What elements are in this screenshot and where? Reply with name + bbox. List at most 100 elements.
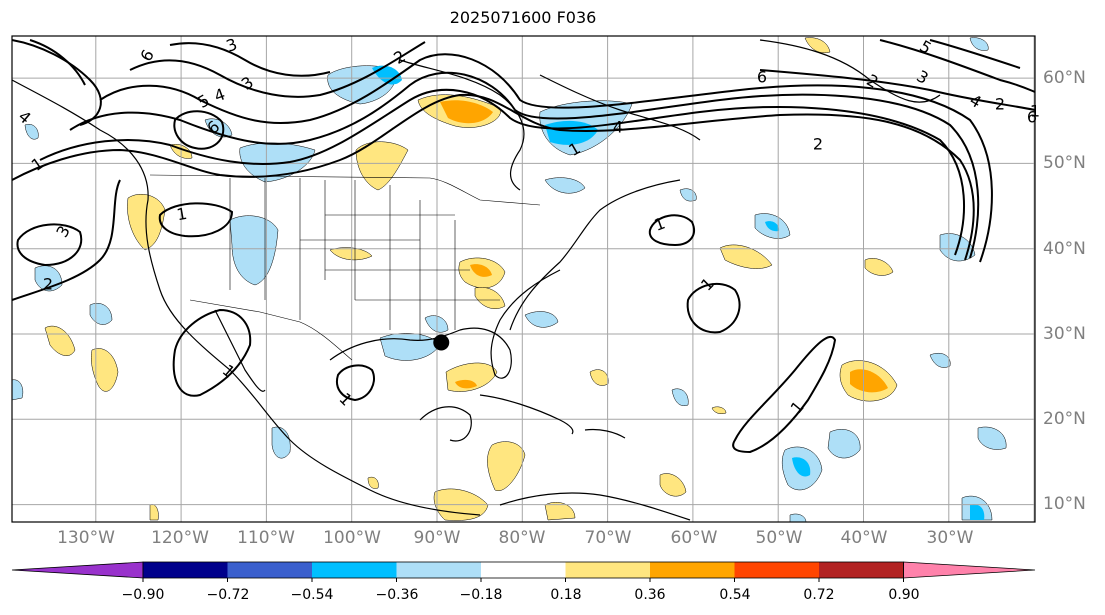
contour [732, 335, 837, 454]
colorbar-tick-label: −0.72 [206, 587, 250, 603]
colorbar-tick-label: 0.36 [634, 587, 666, 603]
gulf-of-california [214, 309, 266, 392]
negative-patch [524, 311, 559, 328]
positive-patch [804, 37, 831, 54]
positive-patch [711, 406, 727, 415]
negative-patch [544, 177, 586, 194]
contour-label: 2 [43, 275, 53, 294]
lon-label: 110°W [237, 528, 295, 548]
colorbar-box [396, 562, 481, 578]
contour [759, 69, 1036, 111]
contour [129, 41, 426, 98]
south-america-north [499, 492, 691, 521]
north-america-west-coast [11, 79, 481, 516]
colorbar-tick-label: −0.18 [459, 587, 503, 603]
negative-patch [11, 379, 24, 401]
positive-core [440, 100, 493, 124]
positive-patch [44, 325, 76, 356]
positive-patch [544, 502, 576, 521]
positive-core [470, 264, 492, 277]
positive-patch [355, 141, 409, 191]
negative-patch [827, 429, 861, 459]
contour-lines [11, 39, 1036, 454]
negative-patch [977, 426, 1007, 450]
lon-label: 50°W [755, 528, 803, 548]
yucatan [419, 406, 472, 442]
positive-patch [659, 473, 687, 497]
colorbar-tick-label: 0.18 [550, 587, 582, 603]
contour [336, 364, 375, 402]
lon-label: 40°W [840, 528, 888, 548]
lat-label: 10°N [1043, 494, 1086, 514]
lon-label: 120°W [151, 528, 209, 548]
us-canada-border [149, 174, 541, 206]
colorbar-tick-label: 0.90 [888, 587, 920, 603]
negative-core [970, 504, 985, 520]
graticule [12, 36, 1035, 522]
labrador-coast [539, 74, 701, 141]
colorbar-box [734, 562, 819, 578]
contour-label: 2 [995, 95, 1005, 114]
colorbar-box [650, 562, 735, 578]
positive-patch [864, 258, 894, 276]
lat-label: 20°N [1043, 409, 1086, 429]
negative-patch [671, 388, 689, 406]
lon-label: 130°W [57, 528, 115, 548]
lon-label: 30°W [926, 528, 974, 548]
negative-patch [969, 37, 989, 51]
lon-label: 60°W [670, 528, 718, 548]
lat-label: 30°N [1043, 324, 1086, 344]
lon-label: 100°W [323, 528, 381, 548]
contour-label: 1 [175, 204, 188, 224]
negative-core [765, 221, 780, 232]
lon-label: 90°W [413, 528, 461, 548]
map-background [12, 36, 1035, 522]
contour [169, 42, 331, 77]
hispaniola [584, 428, 626, 439]
contour-label: 6 [1027, 108, 1037, 127]
map-frame [11, 35, 1036, 523]
lon-label: 80°W [498, 528, 546, 548]
colorbar [11, 561, 1036, 582]
positive-core [850, 369, 888, 393]
contour [648, 214, 695, 247]
contour [172, 308, 252, 397]
colorbar-tick-label: 0.54 [719, 587, 751, 603]
us-east-coast [509, 179, 681, 331]
contour [99, 53, 993, 263]
colorbar-extend-high [903, 561, 1036, 579]
contour [69, 71, 980, 259]
colorbar-tick-label: 0.72 [803, 587, 835, 603]
colorbar-box [312, 562, 397, 578]
cuba [479, 394, 574, 435]
positive-patch [91, 348, 119, 392]
positive-patch [367, 476, 379, 489]
state-lines [229, 178, 500, 340]
lat-label: 60°N [1043, 68, 1086, 88]
colorbar-tick-label: −0.90 [121, 587, 165, 603]
colorbar-box [819, 562, 904, 578]
negative-patch [24, 124, 39, 140]
lat-label: 40°N [1043, 239, 1086, 259]
coastlines [11, 39, 941, 521]
colorbar-box [481, 562, 566, 578]
colorbar-tick-label: −0.36 [375, 587, 419, 603]
contour [39, 88, 966, 256]
us-gulf-coast [329, 269, 561, 379]
positive-patch [487, 441, 526, 491]
us-mexico-border [189, 299, 353, 361]
contour [686, 282, 741, 334]
positive-patch [329, 247, 373, 261]
colorbar-box [565, 562, 650, 578]
positive-patch [719, 244, 773, 269]
negative-patch [679, 188, 697, 202]
storm-center-marker [433, 334, 450, 351]
contour [16, 223, 83, 267]
colorbar-tick-label: −0.54 [290, 587, 334, 603]
contour [11, 39, 102, 126]
contour [158, 202, 234, 238]
contour [929, 39, 1021, 69]
negative-core [792, 457, 811, 477]
colorbar-extend-low [11, 561, 144, 579]
